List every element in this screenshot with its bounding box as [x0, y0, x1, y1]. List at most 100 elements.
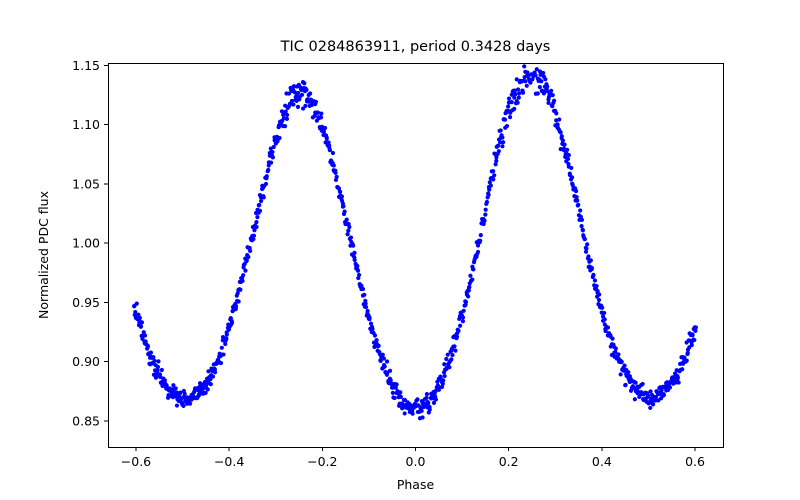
data-point [693, 328, 698, 333]
data-point [248, 248, 253, 253]
data-point [487, 187, 492, 192]
data-point [478, 238, 483, 243]
data-point [558, 147, 563, 152]
data-point [393, 385, 398, 390]
data-point [252, 228, 257, 233]
data-point [684, 358, 689, 363]
data-point [251, 237, 256, 242]
data-point [549, 88, 554, 93]
data-point [441, 378, 446, 383]
data-point [513, 92, 518, 97]
data-point [212, 370, 218, 375]
data-point [436, 387, 442, 392]
data-point [478, 233, 483, 238]
data-point [554, 111, 559, 116]
data-point [680, 367, 685, 372]
data-point [334, 174, 339, 180]
data-point [494, 155, 499, 160]
data-point [682, 355, 687, 360]
data-point [321, 129, 327, 134]
data-point [613, 350, 618, 355]
data-point [637, 394, 642, 400]
data-point [182, 391, 187, 396]
data-point [561, 146, 566, 151]
data-point [240, 278, 245, 284]
data-point [308, 91, 313, 96]
data-point [402, 397, 408, 403]
data-point [266, 163, 271, 168]
data-point [246, 254, 251, 260]
data-point [492, 173, 497, 178]
data-point [522, 64, 527, 69]
x-tick-label: −0.4 [214, 454, 244, 469]
data-point [381, 356, 386, 361]
data-point [640, 381, 645, 387]
data-point [589, 266, 594, 272]
data-point [424, 395, 429, 401]
data-point [579, 217, 585, 222]
data-point [312, 113, 317, 119]
data-point [241, 273, 246, 278]
data-point [218, 360, 224, 366]
data-point [324, 136, 329, 141]
data-point [137, 315, 142, 320]
y-tick-label: 0.95 [72, 295, 100, 310]
data-point [516, 95, 521, 100]
data-point [208, 382, 213, 387]
y-tick-label: 1.00 [72, 236, 100, 251]
data-point [152, 358, 157, 363]
data-point [384, 359, 390, 364]
data-point [648, 405, 653, 411]
data-point [355, 263, 360, 269]
data-point [533, 73, 538, 78]
data-point [419, 408, 424, 413]
data-point [618, 372, 623, 377]
data-point [452, 344, 457, 349]
data-point [539, 79, 544, 84]
data-point [659, 388, 664, 393]
data-point [243, 268, 248, 273]
data-point [219, 345, 224, 350]
data-point [558, 130, 563, 135]
data-point [362, 292, 367, 297]
data-point [173, 386, 178, 391]
data-point [449, 357, 454, 362]
data-point [501, 140, 506, 145]
data-point [460, 319, 466, 324]
data-point [178, 390, 183, 395]
data-point [689, 342, 694, 348]
data-point [543, 77, 548, 82]
data-point [506, 104, 511, 109]
data-point [475, 249, 481, 255]
data-point [591, 273, 596, 278]
data-point [426, 401, 431, 406]
data-point [623, 382, 628, 388]
data-point [507, 115, 513, 120]
data-point [602, 317, 607, 322]
data-point [277, 135, 282, 141]
data-point [667, 385, 673, 390]
data-point [516, 87, 521, 92]
data-point [264, 174, 269, 179]
data-point [313, 99, 319, 105]
data-point [573, 189, 579, 194]
data-point [156, 359, 161, 364]
data-point [141, 330, 146, 335]
chart-title: TIC 0284863911, period 0.3428 days [280, 39, 551, 55]
data-point [382, 364, 387, 369]
data-point [471, 267, 476, 272]
data-point [257, 208, 263, 213]
data-point [484, 199, 490, 205]
data-point [136, 312, 141, 317]
y-tick-label: 1.15 [72, 58, 100, 73]
data-point [560, 138, 565, 143]
data-point [482, 218, 487, 223]
data-point [205, 387, 210, 392]
data-point [456, 328, 461, 334]
data-point [468, 273, 473, 278]
data-point [357, 272, 362, 278]
data-point [534, 67, 539, 72]
data-point [509, 100, 514, 105]
data-point [155, 368, 160, 374]
data-point [259, 198, 264, 204]
